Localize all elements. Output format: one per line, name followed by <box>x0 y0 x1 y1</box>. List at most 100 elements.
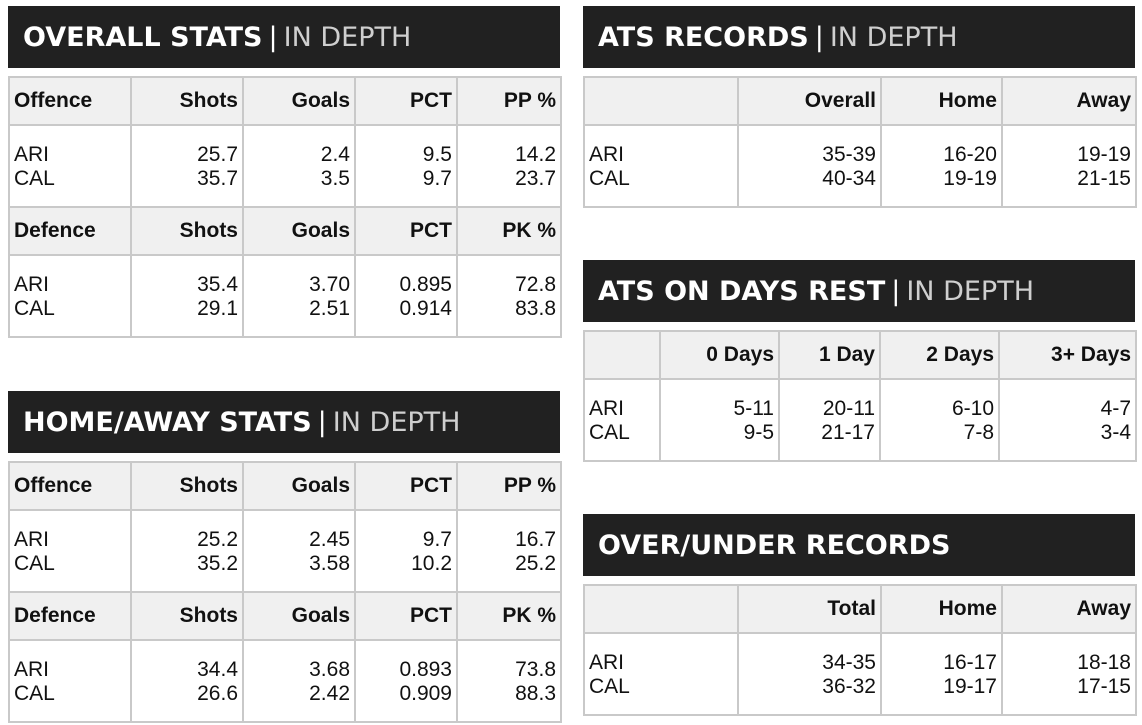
header-cell: 2 Days <box>879 330 1000 380</box>
ats-records-panel: ATS RECORDS | IN DEPTH Overall Home Away… <box>583 6 1137 208</box>
ats-days-rest-panel: ATS ON DAYS REST | IN DEPTH 0 Days 1 Day… <box>583 260 1137 462</box>
value-cell: 83.8 <box>456 297 562 338</box>
value-cell: 29.1 <box>130 297 244 338</box>
header-cell <box>583 76 739 126</box>
table-row: CAL 35.7 3.5 9.7 23.7 <box>8 167 562 208</box>
header-cell: Home <box>880 76 1003 126</box>
value-cell: 7-8 <box>879 421 1000 462</box>
header-cell: Shots <box>130 591 244 641</box>
overall-stats-title: OVERALL STATS <box>23 21 263 53</box>
table-row: CAL 26.6 2.42 0.909 88.3 <box>8 682 562 723</box>
value-cell: 2.4 <box>242 125 356 167</box>
value-cell: 5-11 <box>659 379 780 421</box>
value-cell: 0.893 <box>354 640 458 682</box>
header-cell: Total <box>737 584 882 634</box>
team-cell: ARI <box>583 125 739 167</box>
home-away-stats-header: HOME/AWAY STATS | IN DEPTH <box>8 391 560 453</box>
table-row: ARI 25.7 2.4 9.5 14.2 <box>8 125 562 167</box>
overall-stats-header: OVERALL STATS | IN DEPTH <box>8 6 560 68</box>
header-cell: PK % <box>456 206 562 256</box>
value-cell: 36-32 <box>737 675 882 716</box>
header-cell: PP % <box>456 76 562 126</box>
header-cell: Home <box>880 584 1003 634</box>
value-cell: 14.2 <box>456 125 562 167</box>
header-cell <box>583 330 661 380</box>
team-cell: ARI <box>8 510 132 552</box>
title-separator: | <box>814 21 824 53</box>
team-cell: ARI <box>583 379 661 421</box>
value-cell: 34.4 <box>130 640 244 682</box>
ats-records-header: ATS RECORDS | IN DEPTH <box>583 6 1135 68</box>
team-cell: ARI <box>8 255 132 297</box>
value-cell: 72.8 <box>456 255 562 297</box>
table-header-row: Defence Shots Goals PCT PK % <box>8 206 562 256</box>
value-cell: 35.7 <box>130 167 244 208</box>
team-cell: ARI <box>8 125 132 167</box>
value-cell: 19-19 <box>880 167 1003 208</box>
overall-stats-table: Offence Shots Goals PCT PP % ARI 25.7 2.… <box>8 76 562 338</box>
over-under-table: Total Home Away ARI 34-35 16-17 18-18 CA… <box>583 584 1137 716</box>
team-cell: CAL <box>8 297 132 338</box>
table-row: ARI 5-11 20-11 6-10 4-7 <box>583 379 1137 421</box>
value-cell: 3-4 <box>998 421 1137 462</box>
table-row: ARI 34.4 3.68 0.893 73.8 <box>8 640 562 682</box>
team-cell: CAL <box>8 552 132 593</box>
over-under-title: OVER/UNDER RECORDS <box>598 529 951 561</box>
value-cell: 3.68 <box>242 640 356 682</box>
over-under-panel: OVER/UNDER RECORDS Total Home Away ARI 3… <box>583 514 1137 716</box>
title-separator: | <box>268 21 278 53</box>
value-cell: 19-19 <box>1001 125 1137 167</box>
value-cell: 2.45 <box>242 510 356 552</box>
ats-records-table: Overall Home Away ARI 35-39 16-20 19-19 … <box>583 76 1137 208</box>
value-cell: 40-34 <box>737 167 882 208</box>
ats-records-subtitle: IN DEPTH <box>829 21 958 53</box>
title-separator: | <box>317 406 327 438</box>
value-cell: 16.7 <box>456 510 562 552</box>
header-cell: Defence <box>8 206 132 256</box>
home-away-stats-subtitle: IN DEPTH <box>332 406 461 438</box>
value-cell: 10.2 <box>354 552 458 593</box>
value-cell: 0.909 <box>354 682 458 723</box>
value-cell: 6-10 <box>879 379 1000 421</box>
value-cell: 18-18 <box>1001 633 1137 675</box>
table-header-row: 0 Days 1 Day 2 Days 3+ Days <box>583 330 1137 380</box>
value-cell: 23.7 <box>456 167 562 208</box>
value-cell: 9.7 <box>354 167 458 208</box>
value-cell: 26.6 <box>130 682 244 723</box>
value-cell: 25.2 <box>130 510 244 552</box>
value-cell: 35.2 <box>130 552 244 593</box>
header-cell: Shots <box>130 461 244 511</box>
team-cell: ARI <box>8 640 132 682</box>
home-away-stats-panel: HOME/AWAY STATS | IN DEPTH Offence Shots… <box>8 391 562 723</box>
table-row: CAL 40-34 19-19 21-15 <box>583 167 1137 208</box>
value-cell: 4-7 <box>998 379 1137 421</box>
header-cell: PCT <box>354 206 458 256</box>
table-header-row: Overall Home Away <box>583 76 1137 126</box>
header-cell <box>583 584 739 634</box>
value-cell: 17-15 <box>1001 675 1137 716</box>
table-header-row: Defence Shots Goals PCT PK % <box>8 591 562 641</box>
value-cell: 2.51 <box>242 297 356 338</box>
ats-days-rest-subtitle: IN DEPTH <box>906 275 1035 307</box>
value-cell: 19-17 <box>880 675 1003 716</box>
table-row: CAL 29.1 2.51 0.914 83.8 <box>8 297 562 338</box>
value-cell: 34-35 <box>737 633 882 675</box>
header-cell: Defence <box>8 591 132 641</box>
table-row: ARI 35.4 3.70 0.895 72.8 <box>8 255 562 297</box>
value-cell: 25.7 <box>130 125 244 167</box>
header-cell: PK % <box>456 591 562 641</box>
header-cell: Shots <box>130 206 244 256</box>
value-cell: 0.914 <box>354 297 458 338</box>
header-cell: Away <box>1001 76 1137 126</box>
value-cell: 3.5 <box>242 167 356 208</box>
header-cell: PCT <box>354 461 458 511</box>
value-cell: 21-15 <box>1001 167 1137 208</box>
table-row: CAL 36-32 19-17 17-15 <box>583 675 1137 716</box>
header-cell: Goals <box>242 461 356 511</box>
ats-records-title: ATS RECORDS <box>598 21 809 53</box>
ats-days-rest-header: ATS ON DAYS REST | IN DEPTH <box>583 260 1135 322</box>
header-cell: Goals <box>242 76 356 126</box>
overall-stats-subtitle: IN DEPTH <box>283 21 412 53</box>
ats-days-rest-table: 0 Days 1 Day 2 Days 3+ Days ARI 5-11 20-… <box>583 330 1137 462</box>
over-under-header: OVER/UNDER RECORDS <box>583 514 1135 576</box>
